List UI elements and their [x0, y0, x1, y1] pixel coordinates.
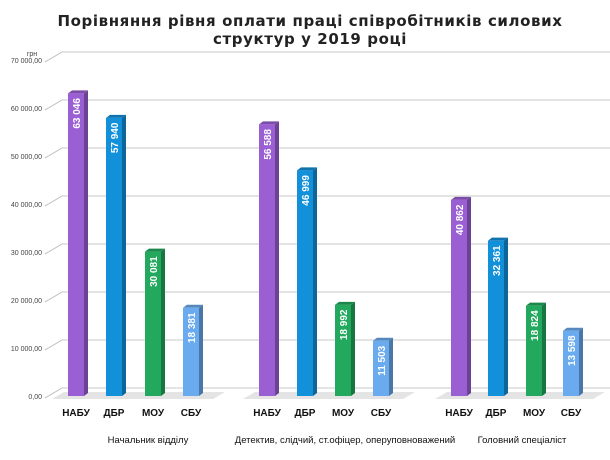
grid-diagonal: [44, 243, 63, 255]
bar-side: [467, 196, 471, 396]
bar: [451, 196, 471, 396]
grid-diagonal: [44, 51, 63, 63]
bar-front: [145, 251, 161, 396]
data-label: 40 862: [455, 204, 466, 235]
x-group-label: Начальник відділу: [108, 435, 189, 446]
bar-side: [122, 114, 126, 396]
bar-top: [335, 301, 355, 305]
bar: [488, 237, 508, 396]
grid-diagonal: [44, 99, 63, 111]
x-category-label: МОУ: [523, 408, 546, 419]
bar-top: [373, 337, 393, 341]
bar-side: [275, 121, 279, 397]
bar-front: [183, 307, 199, 396]
bar-side: [389, 337, 393, 396]
x-category-label: НАБУ: [253, 408, 281, 419]
data-label: 46 999: [301, 175, 312, 206]
x-category-label: СБУ: [561, 408, 582, 419]
bar-side: [351, 301, 355, 396]
x-category-label: ДБР: [104, 408, 125, 419]
chart-title-line-2: структур у 2019 році: [213, 30, 407, 48]
bar-top: [563, 327, 583, 331]
data-label: 30 081: [149, 256, 160, 287]
x-category-label: МОУ: [332, 408, 355, 419]
floor-shadow: [243, 392, 415, 399]
bar-side: [542, 302, 546, 396]
bar: [335, 301, 355, 396]
bar-top: [526, 302, 546, 306]
bar: [297, 167, 317, 396]
y-axis-unit: грн: [27, 51, 37, 58]
bar-front: [451, 199, 467, 396]
x-group-label: Головний спеціаліст: [478, 435, 567, 446]
bar: [259, 121, 279, 397]
bar-front: [373, 340, 389, 396]
x-category-label: СБУ: [371, 408, 392, 419]
chart-title-line-1: Порівняння рівня оплати праці співробітн…: [57, 12, 562, 30]
bar-top: [68, 90, 88, 94]
bar: [183, 304, 203, 396]
data-label: 13 598: [567, 335, 578, 366]
grid-diagonal: [44, 387, 63, 399]
bar-top: [259, 121, 279, 125]
y-tick-label: 60 000,00: [11, 106, 42, 113]
bar-front: [106, 117, 122, 396]
bar-top: [451, 196, 471, 200]
bar-side: [161, 248, 165, 396]
y-tick-label: 30 000,00: [11, 250, 42, 257]
data-label: 18 381: [187, 312, 198, 343]
bar-side: [199, 304, 203, 396]
bar: [563, 327, 583, 396]
x-category-label: ДБР: [486, 408, 507, 419]
bar-side: [84, 90, 88, 396]
y-tick-label: 70 000,00: [11, 58, 42, 65]
x-category-label: МОУ: [142, 408, 165, 419]
x-category-label: СБУ: [181, 408, 202, 419]
bar: [145, 248, 165, 396]
y-tick-label: 0,00: [28, 394, 42, 401]
y-tick-label: 10 000,00: [11, 346, 42, 353]
data-label: 57 940: [110, 122, 121, 153]
bar-front: [259, 124, 275, 397]
data-label: 11 503: [377, 345, 388, 375]
x-category-label: НАБУ: [62, 408, 90, 419]
floor-shadow: [435, 392, 605, 399]
y-tick-label: 20 000,00: [11, 298, 42, 305]
bar: [373, 337, 393, 396]
bar: [68, 90, 88, 396]
bar-front: [297, 170, 313, 396]
bar-top: [145, 248, 165, 252]
bar-top: [488, 237, 508, 241]
bar-front: [526, 305, 542, 396]
bar-front: [68, 93, 84, 396]
bar-top: [106, 114, 126, 118]
bar: [106, 114, 126, 396]
data-label: 56 588: [263, 129, 274, 160]
bar-top: [297, 167, 317, 171]
bar-side: [579, 327, 583, 396]
data-label: 32 361: [492, 245, 503, 276]
bar-top: [183, 304, 203, 308]
y-tick-label: 50 000,00: [11, 154, 42, 161]
grid-diagonal: [44, 147, 63, 159]
x-category-label: ДБР: [295, 408, 316, 419]
bar-side: [504, 237, 508, 396]
floor-shadow: [52, 392, 225, 399]
bar-front: [563, 330, 579, 396]
bar: [526, 302, 546, 396]
data-label: 18 992: [339, 309, 350, 340]
bar-side: [313, 167, 317, 396]
grid-diagonal: [44, 339, 63, 351]
data-label: 63 046: [72, 98, 83, 129]
bar-front: [335, 304, 351, 396]
grid-diagonal: [44, 291, 63, 303]
x-group-label: Детектив, слідчий, ст.офіцер, оперуповно…: [235, 435, 455, 446]
y-tick-label: 40 000,00: [11, 202, 42, 209]
data-label: 18 824: [530, 310, 541, 341]
grid-diagonal: [44, 195, 63, 207]
x-category-label: НАБУ: [445, 408, 473, 419]
bar-front: [488, 240, 504, 396]
